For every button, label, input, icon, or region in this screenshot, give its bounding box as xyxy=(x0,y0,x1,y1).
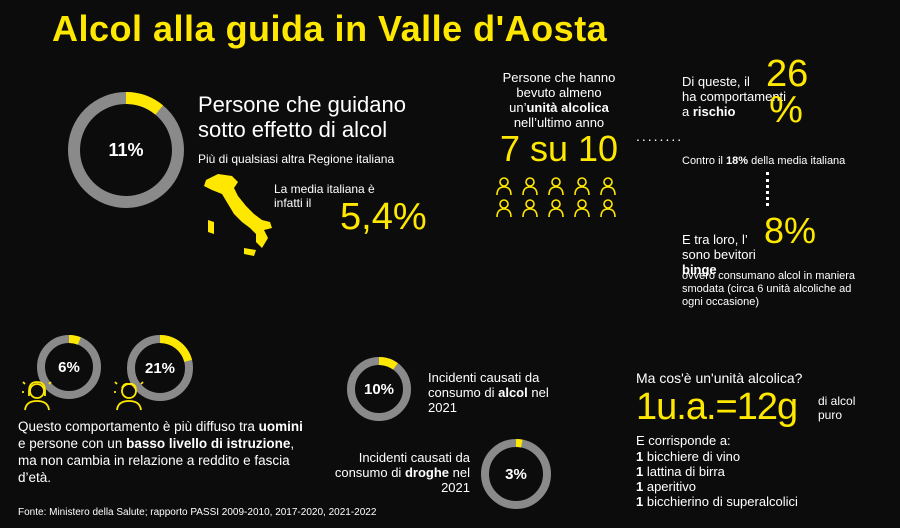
unit-list-item: 1 bicchierino di superalcolici xyxy=(636,494,876,509)
droghe-accidents-label-post: nel 2021 xyxy=(441,465,470,495)
unit-item-text: aperitivo xyxy=(643,479,696,494)
alcol-accidents-label: Incidenti causati da consumo di alcol ne… xyxy=(428,370,568,415)
drivers-ring: 11% xyxy=(66,90,186,210)
binge-note: ovvero consumano alcol in maniera smodat… xyxy=(682,270,856,308)
droghe-accidents-value: 3% xyxy=(505,465,527,483)
droghe-accidents-label-pre: Incidenti causati da consumo di xyxy=(334,450,470,480)
binge-label-bold: binge xyxy=(682,262,717,277)
unit-item-qty: 1 xyxy=(636,494,644,509)
people-grid xyxy=(494,176,624,224)
alcol-accidents-label-bold: alcol xyxy=(498,385,528,400)
low-education-ring: 21% xyxy=(126,334,194,402)
drinkers-label-bold: unità alcolica xyxy=(526,100,609,115)
alcol-accidents-ring: 10% xyxy=(346,356,412,422)
education-text-pre: Questo comportamento è più diffuso tra xyxy=(18,419,255,434)
binge-label-pre: E tra loro, l’ xyxy=(682,232,748,247)
drivers-heading: Persone che guidano sotto effetto di alc… xyxy=(198,92,406,142)
drivers-ring-value: 11% xyxy=(108,139,144,160)
droghe-accidents-label-bold: droghe xyxy=(404,465,450,480)
droghe-accidents-ring-chart xyxy=(481,439,551,509)
drinkers-value: 7 su 10 xyxy=(499,128,619,169)
risk-compare-post: della media italiana xyxy=(751,155,846,167)
risk-compare-bold: 18% xyxy=(726,155,749,167)
person-icon xyxy=(494,176,514,201)
person-icon xyxy=(520,176,540,201)
low-education-ring-chart xyxy=(127,335,193,401)
unit-item-qty: 1 xyxy=(636,464,644,479)
man-icon xyxy=(112,378,146,417)
alcol-accidents-value: 10% xyxy=(363,380,395,398)
page-title: Alcol alla guida in Valle d'Aosta xyxy=(52,8,608,49)
risk-value: 26 % xyxy=(766,53,809,131)
droghe-accidents-ring: 3% xyxy=(480,438,552,510)
person-icon xyxy=(520,198,540,223)
alcol-accidents-ring-chart xyxy=(347,357,411,421)
drivers-ring-chart xyxy=(68,92,184,208)
unit-question: Ma cos'è un'unità alcolica? xyxy=(636,370,803,386)
unit-item-qty: 1 xyxy=(636,449,644,464)
binge-label: E tra loro, l’ sono bevitori binge xyxy=(682,232,792,277)
person-icon xyxy=(546,176,566,201)
education-text: Questo comportamento è più diffuso tra u… xyxy=(18,418,308,486)
ring-fill xyxy=(347,357,411,421)
unit-corresponds: E corrisponde a: xyxy=(636,433,731,448)
unit-list-item: 1 aperitivo xyxy=(636,479,876,494)
dotted-connector-horizontal: ........ xyxy=(636,128,684,144)
unit-item-text: lattina di birra xyxy=(643,464,725,479)
unit-list-item: 1 lattina di birra xyxy=(636,464,876,479)
risk-compare: Contro il 18% della media italiana xyxy=(682,154,882,168)
droghe-accidents-label: Incidenti causati da consumo di droghe n… xyxy=(330,450,470,495)
men-ring-chart xyxy=(37,335,101,399)
unit-equation: 1u.a.=12g xyxy=(636,386,798,428)
unit-item-qty: 1 xyxy=(636,479,644,494)
men-ring-value: 6% xyxy=(58,358,80,376)
education-text-bold1: uomini xyxy=(258,419,303,434)
dotted-connector-vertical xyxy=(766,172,770,206)
unit-equation-suffix: di alcol puro xyxy=(818,394,856,422)
binge-label-line2: sono bevitori xyxy=(682,247,756,262)
ring-fill xyxy=(68,92,184,208)
drinkers-label: Persone che hanno bevuto almeno un’unità… xyxy=(492,70,626,130)
drivers-subheading: Più di qualsiasi altra Regione italiana xyxy=(198,152,395,166)
education-text-post: , ma non cambia in relazione a reddito e… xyxy=(18,436,295,485)
unit-item-text: bicchiere di vino xyxy=(643,449,741,464)
person-icon xyxy=(572,198,592,223)
risk-label-bold: rischio xyxy=(692,104,736,119)
education-text-bold2: basso livello di istruzione xyxy=(126,436,291,451)
low-education-ring-value: 21% xyxy=(144,359,176,377)
unit-list: 1 bicchiere di vino 1 lattina di birra 1 a… xyxy=(636,449,876,509)
person-icon xyxy=(598,198,618,223)
alcol-accidents-label-post: nel 2021 xyxy=(428,385,549,415)
source-note: Fonte: Ministero della Salute; rapporto … xyxy=(18,507,377,518)
risk-label-post: ha comportamenti a xyxy=(682,89,787,119)
alcol-accidents-label-pre: Incidenti causati da consumo di xyxy=(428,370,540,400)
drinkers-label-pre: Persone che hanno bevuto almeno un’ xyxy=(502,70,616,115)
italy-value: 5,4% xyxy=(340,196,427,238)
ring-fill xyxy=(127,335,193,401)
italy-label: La media italiana è infatti il xyxy=(274,182,375,210)
person-icon xyxy=(546,198,566,223)
woman-icon xyxy=(20,378,54,417)
ring-fill xyxy=(37,335,101,399)
unit-list-item: 1 bicchiere di vino xyxy=(636,449,876,464)
italy-map-icon xyxy=(198,170,278,260)
binge-value: 8% xyxy=(764,210,817,251)
risk-label-pre: Di queste, il xyxy=(682,74,750,89)
education-text-mid: e persone con un xyxy=(18,436,123,451)
men-ring: 6% xyxy=(36,334,102,400)
person-icon xyxy=(494,198,514,223)
risk-compare-pre: Contro il xyxy=(682,155,723,167)
person-icon xyxy=(572,176,592,201)
ring-fill xyxy=(481,439,551,509)
risk-label: Di queste, il ha comportamenti a rischio xyxy=(682,74,792,119)
unit-item-text: bicchierino di superalcolici xyxy=(643,494,798,509)
person-icon xyxy=(598,176,618,201)
drinkers-label-post: nell’ultimo anno xyxy=(513,115,605,130)
